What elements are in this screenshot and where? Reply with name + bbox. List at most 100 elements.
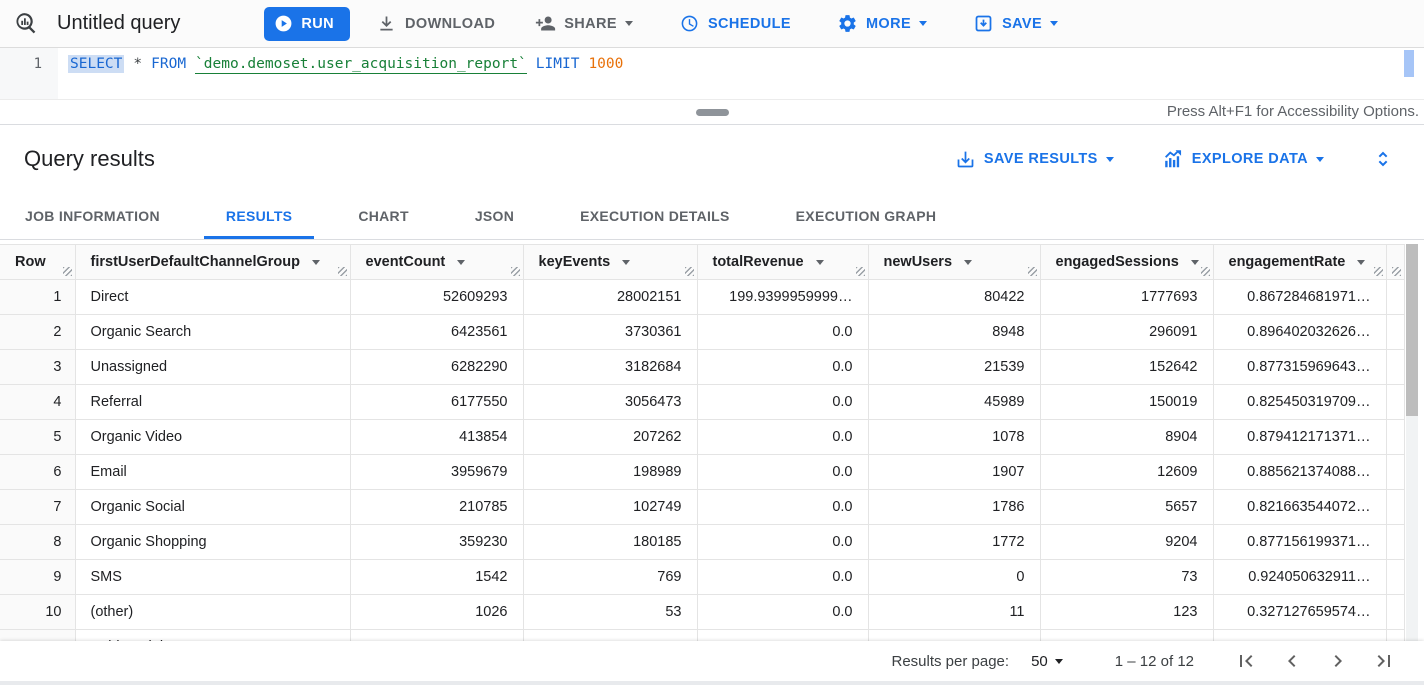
column-menu-icon[interactable] [622,259,631,265]
save-results-button[interactable]: SAVE RESULTS [955,149,1114,170]
tab-execution-details[interactable]: EXECUTION DETAILS [580,208,730,224]
channel-cell: Organic Shopping [75,524,351,560]
table-row[interactable]: 10 (other) 1026 53 0.0 11 123 0.32712765… [0,594,1405,630]
schedule-button[interactable]: SCHEDULE [679,13,791,34]
column-menu-icon[interactable] [1190,259,1199,265]
column-header-engagedSessions[interactable]: engagedSessions [1040,244,1214,280]
run-button[interactable]: RUN [264,6,351,41]
next-page-button[interactable] [1322,645,1354,677]
new-users-cell: 11 [868,594,1041,630]
table-row[interactable]: 9 SMS 1542 769 0.0 0 73 0.924050632911… [0,559,1405,595]
download-icon [376,13,397,34]
tab-results[interactable]: RESULTS [203,193,315,239]
table-row[interactable]: 2 Organic Search 6423561 3730361 0.0 894… [0,314,1405,350]
total-revenue-cell: 0.0 [697,384,869,420]
save-button[interactable]: SAVE [973,13,1059,34]
sql-table-reference[interactable]: `demo.demoset.user_acquisition_report` [195,56,527,74]
engagement-rate-cell: 0.877156199371… [1213,524,1387,560]
query-results-header: Query results SAVE RESULTS EXPLORE DATA [0,125,1424,193]
query-results-title: Query results [24,146,155,171]
table-row[interactable]: 8 Organic Shopping 359230 180185 0.0 177… [0,524,1405,560]
results-table-region: Row firstUserDefaultChannelGroup eventCo… [0,240,1424,641]
column-resize-handle[interactable] [1391,267,1401,276]
column-menu-icon[interactable] [1357,259,1366,265]
engaged-sessions-cell: 296091 [1040,314,1214,350]
first-page-button[interactable] [1230,645,1262,677]
sql-code-line[interactable]: SELECT * FROM `demo.demoset.user_acquisitio… [58,48,623,99]
horizontal-scrollbar-track[interactable] [0,681,1424,685]
sql-keyword-limit: LIMIT [535,56,580,72]
column-header-engagementRate[interactable]: engagementRate [1213,244,1387,280]
column-header-firstUserDefaultChannelGroup[interactable]: firstUserDefaultChannelGroup [75,244,351,280]
total-revenue-cell: 0.0 [697,419,869,455]
query-toolbar: Untitled query RUN DOWNLOAD SHARE SCHEDU… [0,0,1424,48]
page-size-select[interactable]: 50 [1031,653,1063,670]
share-button[interactable]: SHARE [535,13,633,34]
explore-data-button[interactable]: EXPLORE DATA [1162,148,1324,170]
column-resize-handle[interactable] [1200,267,1210,276]
line-number: 1 [33,56,42,72]
new-users-cell: 1078 [868,419,1041,455]
tab-job-information[interactable]: JOB INFORMATION [25,208,160,224]
filler-cell [1386,629,1405,641]
key-events-cell: 180185 [523,524,698,560]
download-button[interactable]: DOWNLOAD [376,13,495,34]
table-row[interactable]: 3 Unassigned 6282290 3182684 0.0 21539 1… [0,349,1405,385]
column-resize-handle[interactable] [1373,267,1383,276]
pagination-range: 1 – 12 of 12 [1114,652,1194,670]
chevron-down-icon [919,21,928,26]
column-resize-handle[interactable] [510,267,520,276]
row-number-cell: 2 [0,314,76,350]
column-header-keyEvents[interactable]: keyEvents [523,244,698,280]
column-resize-handle[interactable] [684,267,694,276]
filler-cell [1386,384,1405,420]
sql-editor[interactable]: 1 SELECT * FROM `demo.demoset.user_acquisit… [0,48,1424,99]
table-row[interactable]: 6 Email 3959679 198989 0.0 1907 12609 0.… [0,454,1405,490]
tab-json[interactable]: JSON [474,208,515,224]
collapse-results-button[interactable] [1372,148,1394,170]
channel-cell: Direct [75,279,351,315]
key-events-cell: 3730361 [523,314,698,350]
panel-divider: Press Alt+F1 for Accessibility Options. [0,99,1424,125]
tab-execution-graph[interactable]: EXECUTION GRAPH [795,208,937,224]
engaged-sessions-cell: 8904 [1040,419,1214,455]
table-row[interactable]: 11 Paid Social 937 134 0.0 6 9 1.0 [0,629,1405,641]
new-users-cell: 21539 [868,349,1041,385]
editor-scrollbar-thumb[interactable] [1404,50,1414,77]
column-resize-handle[interactable] [1027,267,1037,276]
more-button[interactable]: MORE [837,13,928,34]
column-header-newUsers[interactable]: newUsers [868,244,1041,280]
table-row[interactable]: 5 Organic Video 413854 207262 0.0 1078 8… [0,419,1405,455]
table-body: 1 Direct 52609293 28002151 199.939995999… [0,279,1405,641]
column-menu-icon[interactable] [815,259,824,265]
column-menu-icon[interactable] [311,259,320,265]
engaged-sessions-cell: 9 [1040,629,1214,641]
table-scrollbar-thumb[interactable] [1406,244,1418,416]
new-users-cell: 45989 [868,384,1041,420]
previous-page-button[interactable] [1276,645,1308,677]
filler-cell [1386,279,1405,315]
panel-resize-handle[interactable] [696,109,729,116]
table-row[interactable]: 1 Direct 52609293 28002151 199.939995999… [0,279,1405,315]
column-menu-icon[interactable] [457,259,466,265]
column-resize-handle[interactable] [62,267,72,276]
column-resize-handle[interactable] [337,267,347,276]
column-header-totalRevenue[interactable]: totalRevenue [697,244,869,280]
chevron-down-icon [624,21,633,26]
column-header-eventCount[interactable]: eventCount [350,244,524,280]
table-row[interactable]: 4 Referral 6177550 3056473 0.0 45989 150… [0,384,1405,420]
column-resize-handle[interactable] [855,267,865,276]
tab-chart[interactable]: CHART [358,208,409,224]
chevron-down-icon [1050,21,1059,26]
row-number-cell: 6 [0,454,76,490]
save-icon [973,13,994,34]
column-menu-icon[interactable] [964,259,973,265]
results-tab-bar: JOB INFORMATION RESULTS CHART JSON EXECU… [0,193,1424,240]
engaged-sessions-cell: 12609 [1040,454,1214,490]
sql-star: * [133,56,143,72]
total-revenue-cell: 0.0 [697,349,869,385]
table-row[interactable]: 7 Organic Social 210785 102749 0.0 1786 … [0,489,1405,525]
event-count-cell: 6423561 [350,314,524,350]
engagement-rate-cell: 0.867284681971… [1213,279,1387,315]
last-page-button[interactable] [1368,645,1400,677]
